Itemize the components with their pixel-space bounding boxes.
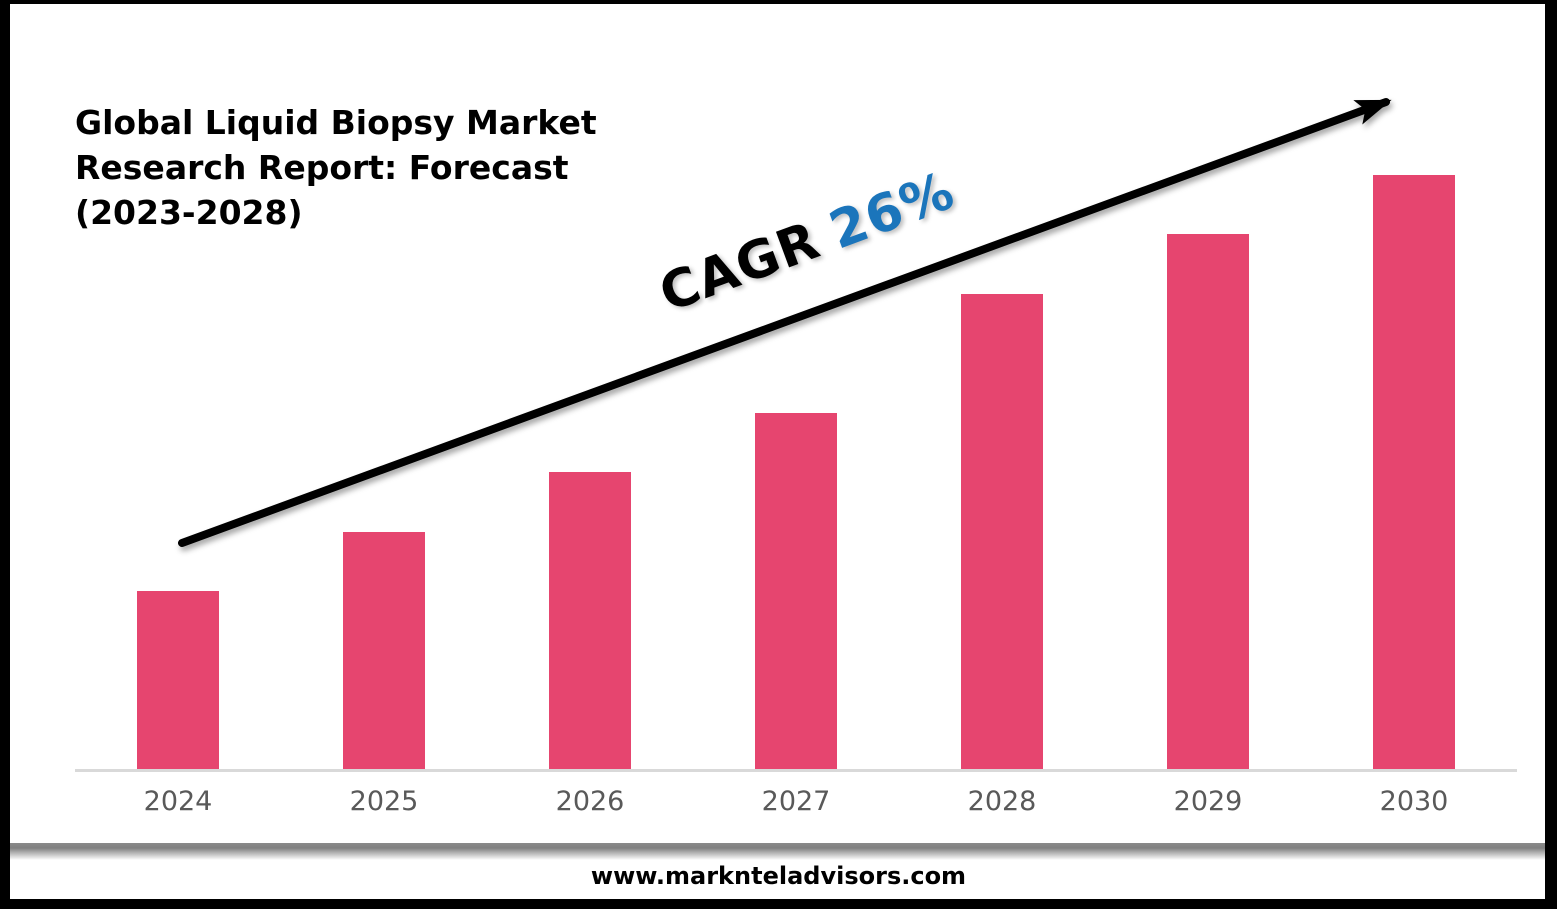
bar-column-2024: [75, 175, 281, 770]
bar-2029: [1167, 234, 1249, 770]
x-axis-line: [75, 769, 1517, 772]
x-tick-2025: 2025: [349, 786, 419, 817]
x-tick-2026: 2026: [555, 786, 625, 817]
chart-title-line-2: Research Report: Forecast: [75, 148, 569, 187]
footer-website-url: www.marknteladvisors.com: [590, 862, 967, 890]
bar-2025: [343, 532, 425, 770]
x-tick-2029: 2029: [1173, 786, 1243, 817]
bar-2024: [137, 591, 219, 770]
bar-column-2030: [1311, 175, 1517, 770]
bar-2027: [755, 413, 837, 770]
x-tick-2030: 2030: [1379, 786, 1449, 817]
x-tick-2024: 2024: [143, 786, 213, 817]
x-tick-2027: 2027: [761, 786, 831, 817]
x-axis-labels: 2024 2025 2026 2027 2028 2029 2030: [75, 786, 1517, 817]
bar-2028: [961, 294, 1043, 770]
chart-title: Global Liquid Biopsy Market Research Rep…: [75, 100, 597, 235]
bar-column-2028: [899, 175, 1105, 770]
bar-2030: [1373, 175, 1455, 770]
bar-column-2025: [281, 175, 487, 770]
x-tick-2028: 2028: [967, 786, 1037, 817]
chart-title-line-1: Global Liquid Biopsy Market: [75, 103, 597, 142]
footer-divider: [0, 843, 1557, 860]
chart-title-line-3: (2023-2028): [75, 193, 303, 232]
bar-2026: [549, 472, 631, 770]
bar-column-2029: [1105, 175, 1311, 770]
